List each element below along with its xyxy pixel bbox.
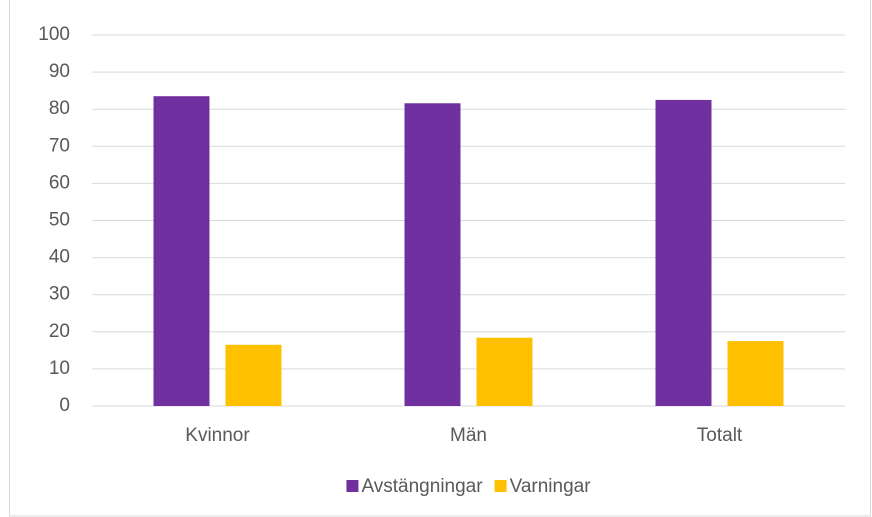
bar bbox=[476, 337, 533, 406]
y-tick-label: 40 bbox=[49, 247, 70, 268]
legend: Avstängningar Varningar bbox=[346, 476, 591, 497]
x-tick-label: Män bbox=[450, 425, 487, 446]
y-tick-label: 0 bbox=[59, 395, 70, 416]
bar bbox=[655, 99, 712, 407]
y-tick-label: 30 bbox=[49, 284, 70, 305]
y-tick-label: 70 bbox=[49, 135, 70, 156]
legend-label: Varningar bbox=[510, 476, 592, 497]
y-tick-label: 60 bbox=[49, 172, 70, 193]
legend-label: Avstängningar bbox=[361, 476, 483, 497]
y-tick-label: 100 bbox=[38, 24, 70, 45]
legend-swatch bbox=[346, 480, 359, 492]
bar bbox=[225, 344, 282, 406]
y-tick-label: 80 bbox=[49, 98, 70, 119]
x-tick-label: Kvinnor bbox=[185, 425, 250, 446]
y-tick-label: 90 bbox=[49, 61, 70, 82]
bar bbox=[404, 103, 461, 406]
legend-swatch bbox=[494, 480, 507, 492]
y-tick-label: 20 bbox=[49, 321, 70, 342]
x-tick-label: Totalt bbox=[697, 425, 743, 446]
y-tick-label: 50 bbox=[49, 210, 70, 231]
bar bbox=[153, 96, 210, 406]
bar bbox=[727, 341, 784, 406]
y-tick-label: 10 bbox=[49, 358, 70, 379]
